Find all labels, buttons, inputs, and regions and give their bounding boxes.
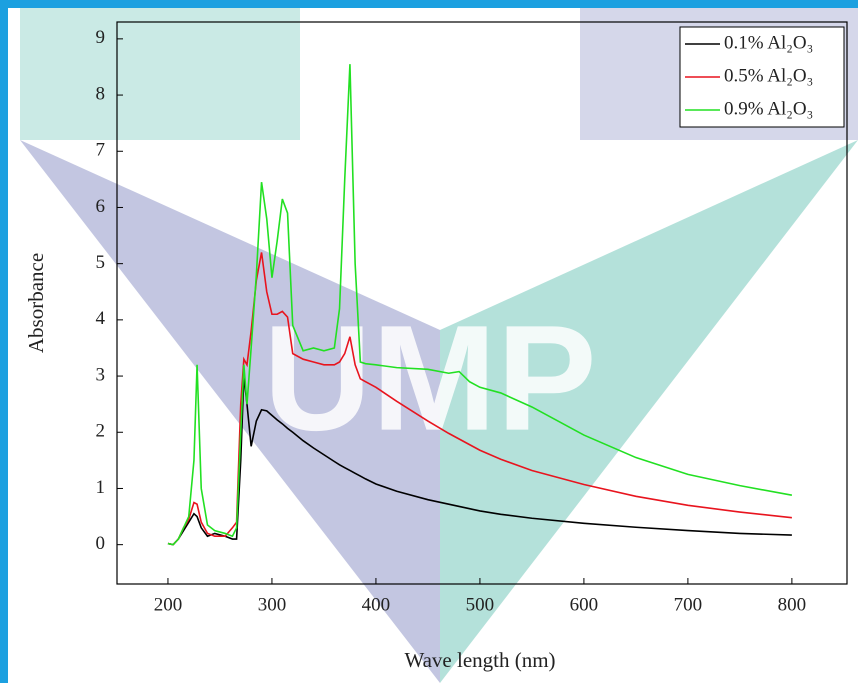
- x-tick-label: 600: [570, 594, 599, 615]
- watermark-shape: [20, 140, 440, 683]
- x-tick-label: 800: [778, 594, 807, 615]
- y-tick-label: 2: [96, 421, 106, 442]
- y-tick-label: 5: [96, 252, 106, 273]
- watermark-shape: [20, 0, 300, 140]
- watermark-text: UMP: [263, 294, 596, 462]
- x-tick-label: 200: [154, 594, 183, 615]
- x-tick-label: 300: [258, 594, 287, 615]
- watermark-shape: [440, 140, 858, 683]
- x-tick-label: 700: [674, 594, 703, 615]
- y-tick-label: 6: [96, 196, 106, 217]
- y-tick-label: 8: [96, 83, 106, 104]
- y-axis-label: Absorbance: [24, 253, 48, 353]
- border: [0, 0, 858, 8]
- series-line: [167, 252, 792, 546]
- y-tick-label: 0: [96, 533, 106, 554]
- y-tick-label: 3: [96, 364, 106, 385]
- border: [0, 0, 8, 683]
- legend-label: 0.9% Al₂O₃: [724, 98, 813, 119]
- legend-label: 0.5% Al₂O₃: [724, 65, 813, 86]
- legend-label: 0.1% Al₂O₃: [724, 32, 813, 53]
- x-tick-label: 400: [362, 594, 391, 615]
- plot-frame: [116, 21, 848, 585]
- x-tick-label: 500: [466, 594, 495, 615]
- y-tick-label: 1: [96, 477, 106, 498]
- x-axis-label: Wave length (nm): [404, 648, 555, 672]
- y-tick-label: 4: [96, 308, 106, 329]
- y-tick-label: 7: [96, 140, 106, 161]
- series-line: [167, 375, 792, 546]
- series-line: [167, 64, 793, 546]
- y-tick-label: 9: [96, 27, 106, 48]
